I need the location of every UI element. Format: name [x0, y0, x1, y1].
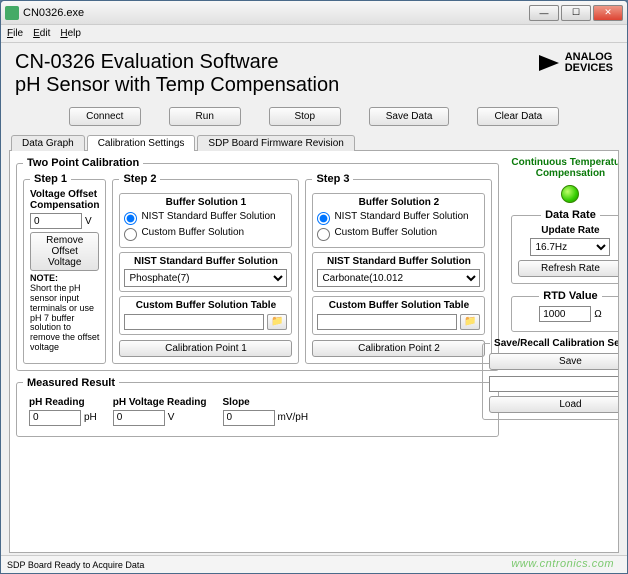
nist1-title: NIST Standard Buffer Solution: [124, 257, 287, 268]
step1-note: NOTE: Short the pH sensor input terminal…: [30, 274, 99, 353]
menu-edit[interactable]: Edit: [33, 28, 50, 39]
nist1-select[interactable]: Phosphate(7): [124, 269, 287, 287]
remove-offset-button[interactable]: Remove Offset Voltage: [30, 232, 99, 271]
ctc-led-icon: [561, 185, 579, 203]
ctc-label: Continuous Temperature Compensation: [505, 157, 619, 179]
measured-result-group: Measured Result pH Reading pH pH Voltage…: [16, 377, 499, 437]
tab-data-graph[interactable]: Data Graph: [11, 135, 85, 151]
measured-legend: Measured Result: [23, 377, 119, 389]
save-recall-legend: Save/Recall Calibration Settings: [490, 338, 619, 349]
update-rate-select[interactable]: 16.7Hz: [530, 238, 610, 256]
titlebar: CN0326.exe — ☐ ✕: [1, 1, 627, 25]
bs2-nist-radio[interactable]: [317, 212, 330, 225]
load-cal-button[interactable]: Load: [489, 396, 619, 413]
run-button[interactable]: Run: [169, 107, 241, 126]
calibration-panel: Two Point Calibration Step 1 Voltage Off…: [9, 151, 619, 553]
rtd-legend: RTD Value: [539, 290, 601, 302]
toolbar: Connect Run Stop Save Data Clear Data: [9, 103, 619, 134]
cust2-browse-button[interactable]: 📁: [460, 314, 480, 330]
maximize-button[interactable]: ☐: [561, 5, 591, 21]
step2-group: Step 2 Buffer Solution 1 NIST Standard B…: [112, 173, 299, 364]
refresh-rate-button[interactable]: Refresh Rate: [518, 260, 619, 277]
close-button[interactable]: ✕: [593, 5, 623, 21]
app-title: CN-0326 Evaluation Software pH Sensor wi…: [15, 51, 339, 97]
menu-file[interactable]: File: [7, 28, 23, 39]
bs1-custom-label: Custom Buffer Solution: [141, 227, 244, 238]
app-window: CN0326.exe — ☐ ✕ File Edit Help CN-0326 …: [0, 0, 628, 574]
save-cal-button[interactable]: Save: [489, 353, 619, 370]
data-rate-legend: Data Rate: [541, 209, 600, 221]
title-line1: CN-0326 Evaluation Software: [15, 51, 278, 73]
save-data-button[interactable]: Save Data: [369, 107, 450, 126]
stop-button[interactable]: Stop: [269, 107, 341, 126]
bs2-title: Buffer Solution 2: [317, 198, 480, 209]
status-bar: SDP Board Ready to Acquire Data: [1, 555, 627, 573]
step3-legend: Step 3: [312, 173, 353, 185]
menu-help[interactable]: Help: [60, 28, 81, 39]
window-title: CN0326.exe: [23, 7, 529, 19]
minimize-button[interactable]: —: [529, 5, 559, 21]
tab-bar: Data Graph Calibration Settings SDP Boar…: [9, 134, 619, 151]
cust1-browse-button[interactable]: 📁: [267, 314, 287, 330]
tpc-legend: Two Point Calibration: [23, 157, 143, 169]
slope-unit: mV/pH: [278, 412, 309, 423]
bs2-custom-radio[interactable]: [317, 228, 330, 241]
bs2-nist-label: NIST Standard Buffer Solution: [334, 211, 468, 222]
clear-data-button[interactable]: Clear Data: [477, 107, 559, 126]
note-text: Short the pH sensor input terminals or u…: [30, 283, 99, 352]
bs2-custom-label: Custom Buffer Solution: [334, 227, 437, 238]
tab-firmware-revision[interactable]: SDP Board Firmware Revision: [197, 135, 354, 151]
app-icon: [5, 6, 19, 20]
voc-unit: V: [85, 216, 92, 227]
bs1-title: Buffer Solution 1: [124, 198, 287, 209]
cal-point1-button[interactable]: Calibration Point 1: [119, 340, 292, 357]
nist2-title: NIST Standard Buffer Solution: [317, 257, 480, 268]
nist2-select[interactable]: Carbonate(10.012: [317, 269, 480, 287]
connect-button[interactable]: Connect: [69, 107, 141, 126]
bs1-custom-radio[interactable]: [124, 228, 137, 241]
update-rate-label: Update Rate: [518, 225, 619, 236]
two-point-calibration-group: Two Point Calibration Step 1 Voltage Off…: [16, 157, 499, 371]
logo-triangle-icon: [537, 51, 561, 75]
step1-legend: Step 1: [30, 173, 71, 185]
title-line2: pH Sensor with Temp Compensation: [15, 74, 339, 96]
cust1-input[interactable]: [124, 314, 264, 330]
ph-reading-value[interactable]: [29, 410, 81, 426]
rtd-group: RTD Value Ω: [511, 290, 619, 332]
slope-label: Slope: [223, 397, 309, 408]
step2-legend: Step 2: [119, 173, 160, 185]
cust2-input[interactable]: [317, 314, 457, 330]
ph-voltage-value[interactable]: [113, 410, 165, 426]
save-recall-group: Save/Recall Calibration Settings Save 📁 …: [482, 338, 619, 420]
cal-point2-button[interactable]: Calibration Point 2: [312, 340, 485, 357]
voc-label: Voltage Offset Compensation: [30, 189, 99, 211]
ph-reading-label: pH Reading: [29, 397, 97, 408]
tab-calibration-settings[interactable]: Calibration Settings: [87, 135, 196, 151]
analog-devices-logo: ANALOG DEVICES: [537, 51, 613, 75]
rtd-input[interactable]: [539, 306, 591, 322]
ph-voltage-label: pH Voltage Reading: [113, 397, 207, 408]
bs1-nist-radio[interactable]: [124, 212, 137, 225]
logo-text-bottom: DEVICES: [565, 63, 613, 74]
menubar: File Edit Help: [1, 25, 627, 43]
cal-path-input[interactable]: [489, 376, 619, 392]
cust1-title: Custom Buffer Solution Table: [124, 301, 287, 312]
voc-input[interactable]: [30, 213, 82, 229]
slope-value[interactable]: [223, 410, 275, 426]
rtd-unit: Ω: [594, 309, 601, 320]
bs1-nist-label: NIST Standard Buffer Solution: [141, 211, 275, 222]
header: CN-0326 Evaluation Software pH Sensor wi…: [9, 49, 619, 103]
step3-group: Step 3 Buffer Solution 2 NIST Standard B…: [305, 173, 492, 364]
v-unit: V: [168, 412, 175, 423]
cust2-title: Custom Buffer Solution Table: [317, 301, 480, 312]
step1-group: Step 1 Voltage Offset Compensation V Rem…: [23, 173, 106, 364]
data-rate-group: Data Rate Update Rate 16.7Hz Refresh Rat…: [511, 209, 619, 284]
ph-unit: pH: [84, 412, 97, 423]
note-header: NOTE:: [30, 273, 58, 283]
status-text: SDP Board Ready to Acquire Data: [7, 560, 144, 570]
